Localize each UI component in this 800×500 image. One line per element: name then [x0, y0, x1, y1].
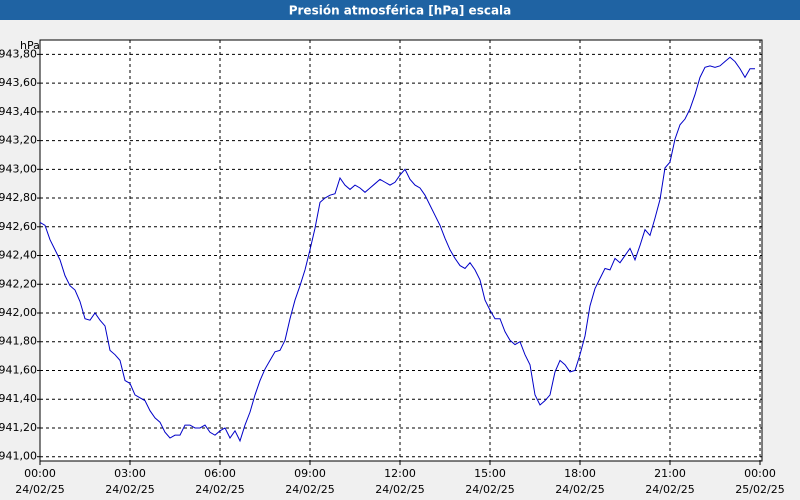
- x-tick-date: 24/02/25: [555, 483, 604, 496]
- x-tick-date: 24/02/25: [375, 483, 424, 496]
- x-tick-label: 00:00: [24, 467, 56, 480]
- x-tick-label: 21:00: [654, 467, 686, 480]
- y-tick-label: 941,20: [0, 421, 37, 434]
- y-tick-label: 942,60: [0, 220, 37, 233]
- data-line: [39, 56, 755, 443]
- x-tick-date: 25/02/25: [735, 483, 784, 496]
- y-tick-label: 941,80: [0, 335, 37, 348]
- y-tick-label: 942,00: [0, 306, 37, 319]
- y-tick-label: 943,20: [0, 134, 37, 147]
- x-tick-label: 09:00: [294, 467, 326, 480]
- y-tick-label: 941,60: [0, 363, 37, 376]
- plot-border: [39, 39, 763, 462]
- y-tick-label: 942,40: [0, 249, 37, 262]
- plot-area: [40, 40, 762, 461]
- y-tick-label: 943,80: [0, 47, 37, 60]
- title-bar: [0, 0, 800, 20]
- y-unit: hPa: [20, 39, 40, 52]
- x-tick-label: 06:00: [204, 467, 236, 480]
- y-tick-label: 942,80: [0, 191, 37, 204]
- y-tick-label: 943,60: [0, 76, 37, 89]
- x-tick-label: 00:00: [744, 467, 776, 480]
- x-tick-label: 18:00: [564, 467, 596, 480]
- y-tick-label: 941,00: [0, 450, 37, 463]
- x-tick-label: 12:00: [384, 467, 416, 480]
- x-tick-date: 24/02/25: [465, 483, 514, 496]
- y-tick-label: 943,00: [0, 162, 37, 175]
- x-tick-date: 24/02/25: [105, 483, 154, 496]
- y-tick-label: 942,20: [0, 277, 37, 290]
- y-tick-label: 941,40: [0, 392, 37, 405]
- x-tick-label: 15:00: [474, 467, 506, 480]
- x-tick-date: 24/02/25: [285, 483, 334, 496]
- y-tick-label: 943,40: [0, 105, 37, 118]
- chart-title: Presión atmosférica [hPa] escala: [289, 4, 512, 18]
- x-tick-date: 24/02/25: [15, 483, 64, 496]
- x-tick-date: 24/02/25: [645, 483, 694, 496]
- x-tick-label: 03:00: [114, 467, 146, 480]
- x-tick-date: 24/02/25: [195, 483, 244, 496]
